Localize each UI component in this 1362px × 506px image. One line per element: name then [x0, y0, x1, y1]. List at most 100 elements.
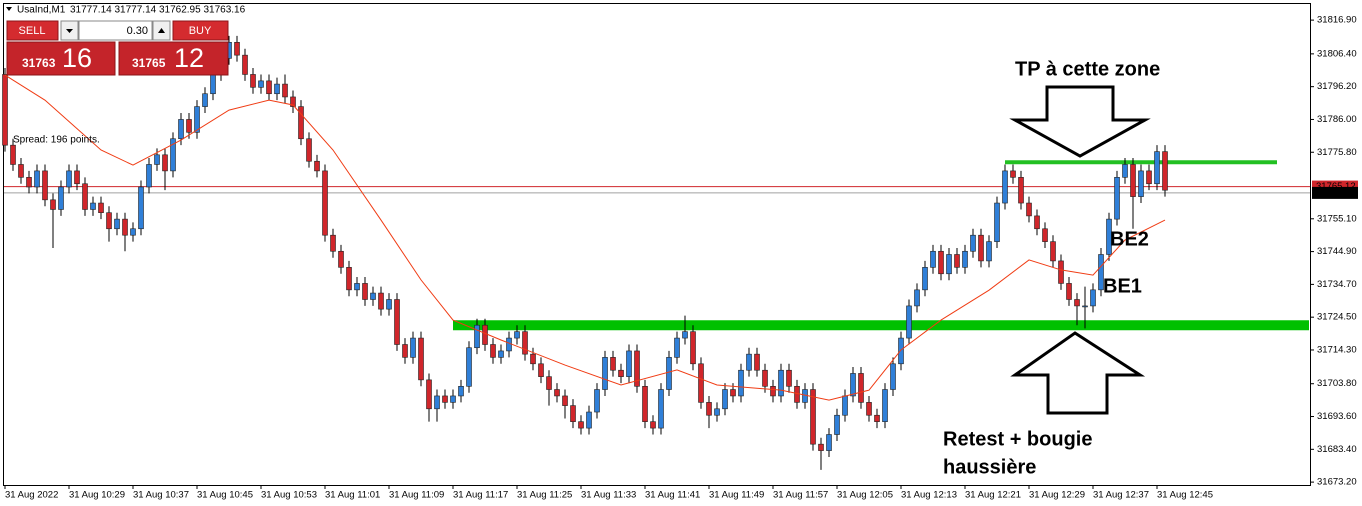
candle-body — [810, 389, 816, 445]
candle-body — [90, 202, 96, 210]
x-tick-label: 31 Aug 11:01 — [325, 490, 380, 501]
y-tick-label: 31806.40 — [1317, 48, 1357, 59]
candle-body — [1018, 177, 1024, 204]
candle-body — [82, 183, 88, 210]
buy-price-box[interactable] — [118, 41, 229, 76]
candle-body — [658, 389, 664, 429]
x-tick-label: 31 Aug 12:21 — [965, 490, 1021, 501]
candle-body — [74, 170, 80, 185]
candle-body — [202, 93, 208, 107]
moving-average — [4, 74, 1166, 401]
sell-button[interactable] — [6, 20, 59, 41]
candle-body — [490, 344, 496, 358]
y-tick-label: 31673.20 — [1317, 477, 1357, 488]
candle-body — [1106, 218, 1112, 255]
candle-body — [386, 299, 392, 310]
candle-body — [290, 96, 296, 107]
sell-price-box[interactable] — [6, 41, 116, 76]
x-tick-label: 31 Aug 11:41 — [645, 490, 700, 501]
annotation: haussière — [943, 456, 1036, 478]
x-tick-label: 31 Aug 12:37 — [1093, 490, 1149, 501]
candle-body — [762, 369, 768, 387]
y-tick-label: 31683.40 — [1317, 444, 1357, 455]
y-tick-label: 31775.80 — [1317, 147, 1357, 158]
candle-body — [1066, 283, 1072, 300]
candle-body — [234, 41, 240, 56]
candle-body — [1154, 151, 1160, 185]
candle-body — [666, 357, 672, 390]
down-arrow — [1009, 85, 1151, 158]
x-tick-label: 31 Aug 11:25 — [517, 490, 572, 501]
candle-body — [650, 421, 656, 429]
x-tick-label: 31 Aug 11:09 — [389, 490, 444, 501]
candle-body — [1162, 151, 1168, 191]
candle-body — [154, 154, 160, 165]
candle-body — [466, 347, 472, 387]
candle-body — [882, 389, 888, 422]
plot-border — [3, 3, 1311, 486]
candle-body — [170, 138, 176, 172]
candle-body — [330, 234, 336, 252]
y-tick-label: 31755.10 — [1317, 213, 1357, 224]
candle-body — [898, 337, 904, 365]
candle-body — [282, 83, 288, 98]
candle-body — [58, 186, 64, 210]
candle-body — [890, 363, 896, 390]
buy-price: 31765 — [132, 56, 166, 70]
candle-body — [610, 357, 616, 371]
candle-body — [250, 74, 256, 88]
candle-body — [714, 408, 720, 416]
up-arrow — [1010, 331, 1146, 415]
lot-value: 0.30 — [127, 25, 148, 37]
candle-body — [978, 234, 984, 262]
candle-body — [106, 212, 112, 230]
candle-body — [394, 299, 400, 345]
candle-body — [498, 350, 504, 358]
candle-body — [98, 202, 104, 213]
candle-body — [626, 350, 632, 377]
candle-body — [362, 283, 368, 300]
candle-body — [698, 363, 704, 403]
y-tick-label: 31693.60 — [1317, 411, 1357, 422]
candle-body — [1114, 177, 1120, 220]
candle-body — [1146, 170, 1152, 185]
candle-body — [1010, 170, 1016, 178]
buy-button[interactable] — [172, 20, 229, 41]
candle-body — [426, 379, 432, 410]
spread: Spread: 196 points. — [13, 135, 100, 146]
candle-body — [122, 218, 128, 236]
bid-label: 31763.16 — [1316, 187, 1356, 198]
candle-body — [306, 138, 312, 162]
x-tick-label: 31 Aug 12:13 — [901, 490, 957, 501]
candle-body — [346, 267, 352, 291]
candle-body — [538, 363, 544, 377]
candle-body — [834, 414, 840, 435]
candle-body — [754, 353, 760, 371]
x-tick-label: 31 Aug 12:29 — [1029, 490, 1085, 501]
candle-body — [1138, 170, 1144, 197]
candle-body — [994, 202, 1000, 242]
candle-body — [730, 389, 736, 397]
sell-label[interactable]: SELL — [19, 25, 46, 37]
candle-body — [354, 283, 360, 291]
candle-body — [274, 83, 280, 95]
buy-label[interactable]: BUY — [189, 25, 212, 37]
candle-body — [266, 80, 272, 95]
candle-body — [578, 421, 584, 429]
lot-input[interactable] — [78, 20, 153, 41]
candle-body — [930, 250, 936, 268]
candle-body — [858, 373, 864, 403]
ohlc: 31777.14 31777.14 31762.95 31763.16 — [70, 5, 246, 16]
candle-body — [970, 234, 976, 252]
candle-body — [370, 292, 376, 300]
candle-body — [410, 337, 416, 358]
bid-label-box — [1312, 186, 1358, 199]
candle-body — [194, 106, 200, 133]
annotation: BE1 — [1103, 275, 1142, 297]
x-tick-label: 31 Aug 11:33 — [581, 490, 636, 501]
candle-body — [450, 395, 456, 403]
candle-body — [874, 414, 880, 422]
candle-body — [10, 144, 16, 165]
candle-body — [506, 337, 512, 352]
